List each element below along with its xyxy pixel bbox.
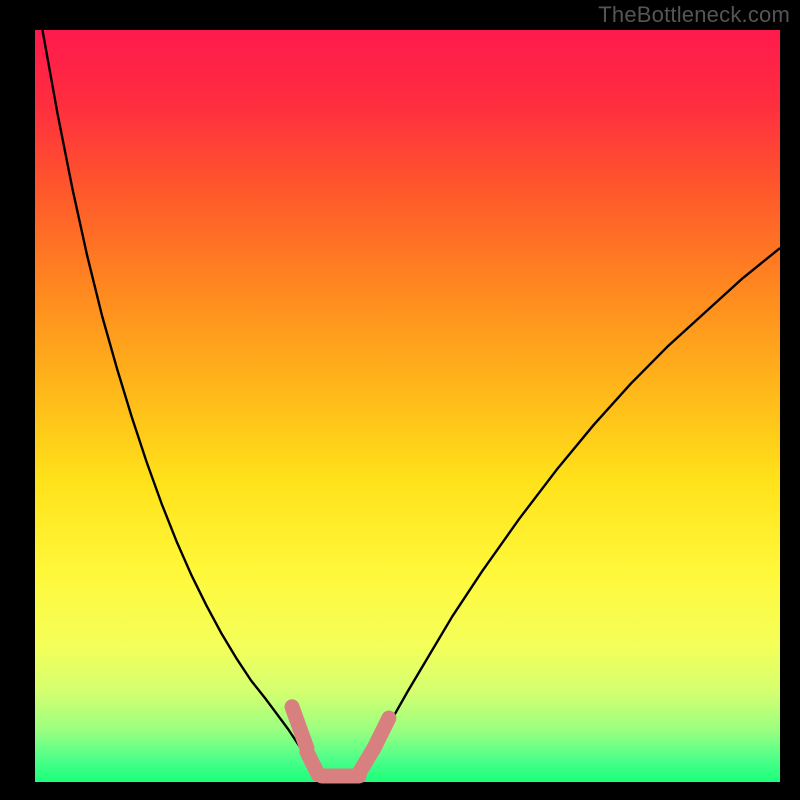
chart-container: TheBottleneck.com [0, 0, 800, 800]
plot-background [35, 30, 780, 782]
chart-svg [0, 0, 800, 800]
